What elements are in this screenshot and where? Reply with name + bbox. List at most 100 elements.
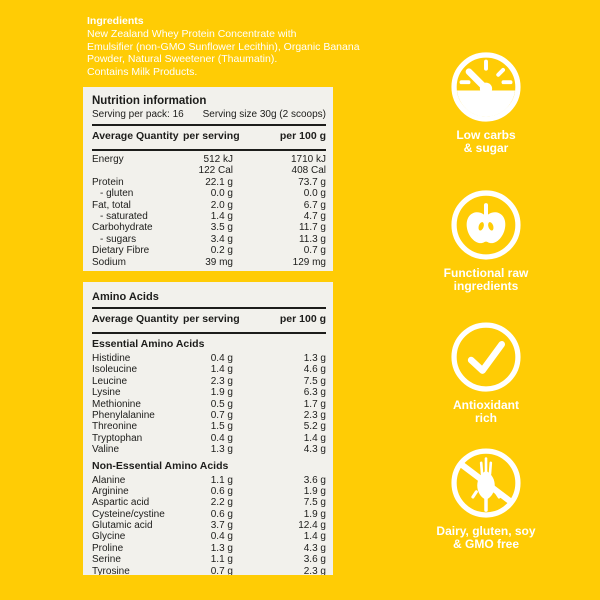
row-label: Leucine	[92, 375, 128, 387]
row-label: Phenylalanine	[92, 409, 155, 421]
row-label: - saturated	[100, 210, 148, 222]
divider	[92, 124, 326, 126]
row-per-serving-value: 3.7 g	[210, 520, 233, 532]
row-per-100g-value: 3.6 g	[303, 474, 326, 486]
row-label: Fat, total	[92, 199, 131, 211]
row-per-serving-value: 3.4 g	[210, 233, 233, 245]
table-row: Leucine 2.3 g 7.5 g	[92, 376, 326, 387]
row-per-serving-value: 1.1 g	[210, 474, 233, 486]
column-header-average-quantity: Average Quantity	[92, 313, 179, 325]
row-per-100g-value: 6.7 g	[303, 199, 326, 211]
row-per-100g-value: 1.9 g	[303, 485, 326, 497]
row-per-100g-value: 1.4 g	[303, 432, 326, 444]
amino-acids-title: Amino Acids	[92, 291, 159, 303]
row-label: Dietary Fibre	[92, 245, 150, 257]
table-row: Histidine 0.4 g 1.3 g	[92, 353, 326, 364]
badge-label: Functional raw ingredients	[443, 266, 529, 293]
column-header-per-serving: per serving	[183, 313, 240, 325]
table-row: Proline 1.3 g 4.3 g	[92, 543, 326, 554]
table-row: Threonine 1.5 g 5.2 g	[92, 421, 326, 432]
row-per-100g-value: 6.3 g	[303, 387, 326, 399]
non-essential-amino-acids-heading: Non-Essential Amino Acids	[92, 459, 229, 472]
row-label: Valine	[92, 444, 120, 456]
table-row: Tryptophan 0.4 g 1.4 g	[92, 433, 326, 444]
badge-label: Dairy, gluten, soy & GMO free	[436, 524, 536, 551]
row-per-100g-value: 11.3 g	[298, 233, 326, 245]
table-row: Protein 22.1 g 73.7 g	[92, 177, 326, 188]
table-row: Valine 1.3 g 4.3 g	[92, 444, 326, 455]
table-row: - sugars 3.4 g 11.3 g	[92, 234, 326, 245]
amino-acids-panel: Amino Acids Average Quantity per serving…	[83, 282, 333, 575]
row-per-100g-value: 3.6 g	[303, 554, 326, 566]
row-label: Proline	[92, 542, 124, 554]
row-label: Lysine	[92, 387, 121, 399]
row-per-serving-value: 39 mg	[205, 256, 233, 268]
divider	[92, 332, 326, 334]
row-per-serving-value: 1.4 g	[210, 210, 233, 222]
badge-label: Low carbs & sugar	[456, 128, 516, 155]
serving-size: Serving size 30g (2 scoops)	[202, 109, 326, 120]
row-per-100g-value: 129 mg	[292, 256, 326, 268]
ingredients-line: Powder, Natural Sweetener (Thaumatin).	[87, 53, 278, 66]
row-per-serving-value: 3.5 g	[210, 222, 233, 234]
table-row: Tyrosine 0.7 g 2.3 g	[92, 566, 326, 575]
row-per-serving-value: 1.3 g	[210, 444, 233, 456]
essential-amino-rows: Histidine 0.4 g 1.3 g Isoleucine 1.4 g 4…	[92, 353, 326, 456]
row-per-100g-value: 408 Cal	[291, 165, 326, 177]
ingredients-block: Ingredients New Zealand Whey Protein Con…	[87, 15, 367, 78]
row-per-100g-value: 1.4 g	[303, 531, 326, 543]
divider	[92, 307, 326, 309]
table-row: Isoleucine 1.4 g 4.6 g	[92, 364, 326, 375]
badge-label: Antioxidant rich	[453, 398, 519, 425]
row-label: Threonine	[92, 421, 138, 433]
row-per-100g-value: 0.0 g	[303, 188, 326, 200]
row-per-serving-value: 1.9 g	[210, 387, 233, 399]
row-per-100g-value: 1710 kJ	[290, 154, 326, 165]
ingredients-line: New Zealand Whey Protein Concentrate wit…	[87, 28, 297, 40]
row-per-serving-value: 1.4 g	[210, 364, 233, 376]
row-label: Serine	[92, 554, 121, 566]
row-label: Methionine	[92, 398, 141, 410]
table-row: Carbohydrate 3.5 g 11.7 g	[92, 222, 326, 233]
row-per-serving-value: 0.4 g	[210, 531, 233, 543]
row-label: - gluten	[100, 188, 134, 200]
non-essential-amino-rows: Alanine 1.1 g 3.6 g Arginine 0.6 g 1.9 g…	[92, 475, 326, 575]
row-per-serving-value: 512 kJ	[203, 154, 233, 165]
gauge-icon	[451, 52, 521, 122]
row-per-100g-value: 4.7 g	[303, 210, 326, 222]
table-row: Fat, total 2.0 g 6.7 g	[92, 200, 326, 211]
row-per-100g-value: 1.7 g	[303, 398, 326, 410]
row-per-100g-value: 12.4 g	[298, 520, 326, 532]
row-label: Energy	[92, 154, 124, 165]
row-per-serving-value: 0.6 g	[210, 508, 233, 520]
row-per-100g-value: 1.9 g	[303, 508, 326, 520]
row-per-serving-value: 2.0 g	[210, 199, 233, 211]
row-per-100g-value: 2.3 g	[303, 409, 326, 421]
feature-badges: Low carbs & sugar Functional raw ingredi…	[431, 0, 541, 600]
row-label: Sodium	[92, 256, 126, 268]
table-row: 122 Cal 408 Cal	[92, 165, 326, 176]
badge-functional-raw: Functional raw ingredients	[431, 190, 541, 293]
row-per-serving-value: 1.3 g	[210, 542, 233, 554]
badge-antioxidant: Antioxidant rich	[431, 322, 541, 425]
row-label: Aspartic acid	[92, 497, 150, 509]
row-label: Arginine	[92, 485, 129, 497]
row-per-serving-value: 0.2 g	[210, 245, 233, 257]
table-row: Cysteine/cystine 0.6 g 1.9 g	[92, 509, 326, 520]
table-row: Phenylalanine 0.7 g 2.3 g	[92, 410, 326, 421]
nutrition-panel: Nutrition information Serving per pack: …	[83, 87, 333, 271]
row-per-serving-value: 1.5 g	[210, 421, 233, 433]
amino-column-headers: Average Quantity per serving per 100 g	[92, 309, 326, 329]
no-gluten-icon	[451, 448, 521, 518]
row-label: Cysteine/cystine	[92, 508, 165, 520]
row-label: Isoleucine	[92, 364, 138, 376]
table-row: Lysine 1.9 g 6.3 g	[92, 387, 326, 398]
checkmark-icon	[451, 322, 521, 392]
nutrition-title: Nutrition information	[92, 95, 207, 107]
row-label: Glycine	[92, 531, 126, 543]
row-per-serving-value: 0.0 g	[210, 188, 233, 200]
divider	[92, 149, 326, 151]
badge-low-carbs: Low carbs & sugar	[431, 52, 541, 155]
table-row: Dietary Fibre 0.2 g 0.7 g	[92, 245, 326, 256]
